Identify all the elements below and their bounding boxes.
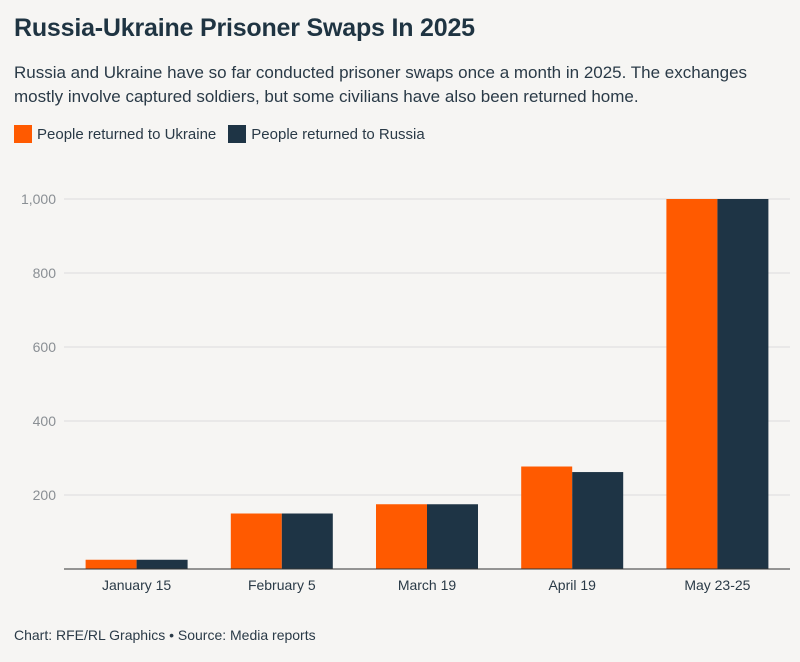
bar-russia: [136, 559, 188, 569]
legend-label-ukraine: People returned to Ukraine: [37, 125, 217, 143]
bar-chart: 200 400 600 800 1,000 January 15 February 5 Mar…: [21, 191, 790, 593]
bar-ukraine: [521, 466, 573, 569]
bar-russia: [427, 504, 478, 569]
chart-footer: Chart: RFE/RL Graphics • Source: Media r…: [14, 627, 316, 643]
x-tick-label: January 15: [102, 577, 171, 593]
x-tick-label: March 19: [398, 577, 457, 593]
bar-russia: [281, 513, 333, 569]
legend-item-russia: People returned to Russia: [228, 125, 425, 143]
legend-label-russia: People returned to Russia: [251, 125, 425, 143]
legend-swatch-russia: [228, 125, 247, 143]
chart-subtitle: Russia and Ukraine have so far conducted…: [14, 63, 748, 106]
y-tick-label: 800: [33, 265, 57, 281]
bar-ukraine: [230, 513, 282, 569]
x-tick-label: February 5: [248, 577, 316, 593]
bar-russia: [717, 199, 769, 569]
legend-item-ukraine: People returned to Ukraine: [14, 125, 216, 143]
bar-ukraine: [376, 504, 427, 569]
bar-ukraine: [85, 559, 137, 569]
y-tick-label: 400: [33, 413, 57, 429]
chart-title: Russia-Ukraine Prisoner Swaps In 2025: [14, 14, 475, 42]
x-tick-label: April 19: [548, 577, 596, 593]
legend: People returned to Ukraine People return…: [14, 125, 425, 143]
y-tick-label: 1,000: [21, 191, 56, 207]
bar-ukraine: [666, 199, 718, 569]
y-tick-label: 200: [33, 487, 57, 503]
x-tick-label: May 23-25: [684, 577, 750, 593]
bar-russia: [572, 472, 624, 569]
y-tick-label: 600: [33, 339, 57, 355]
legend-swatch-ukraine: [14, 125, 32, 143]
